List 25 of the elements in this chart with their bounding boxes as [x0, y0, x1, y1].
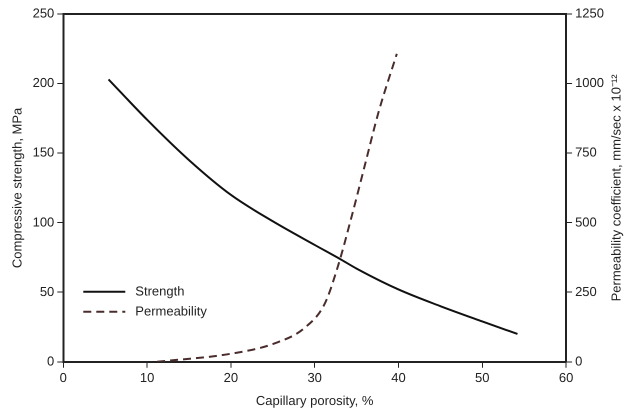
y-tick-label: 200: [32, 75, 54, 90]
y-tick-label: 150: [32, 144, 54, 160]
legend-label: Permeability: [135, 303, 208, 318]
y2-tick-label: 250: [575, 284, 597, 299]
y-tick-label: 50: [40, 284, 54, 299]
y2-tick-label: 0: [575, 353, 582, 368]
x-tick-label: 10: [140, 370, 154, 386]
line-series: [108, 78, 518, 335]
y2-tick-label: 1000: [575, 75, 604, 90]
y-tick-label: 250: [32, 6, 54, 21]
y-axis-title: Compressive strength, MPa: [9, 106, 24, 268]
x-axis-title: Capillary porosity, %: [256, 392, 374, 408]
y-tick-label: 100: [32, 214, 54, 230]
y2-tick-label: 1250: [575, 6, 604, 21]
x-tick-label: 60: [558, 370, 574, 386]
x-tick-label: 20: [224, 370, 238, 386]
y-tick-label: 0: [47, 353, 54, 368]
x-tick-label: 40: [391, 370, 406, 386]
x-tick-label: 50: [475, 370, 490, 386]
x-tick-label: 0: [60, 370, 67, 386]
legend-label: Strength: [135, 283, 184, 298]
y2-tick-label: 500: [575, 214, 597, 230]
y2-tick-label: 750: [575, 144, 597, 160]
y2-axis-title: Permeability coefficient, mm/sec x 10⁻¹²: [608, 74, 624, 302]
x-tick-label: 30: [307, 370, 322, 386]
